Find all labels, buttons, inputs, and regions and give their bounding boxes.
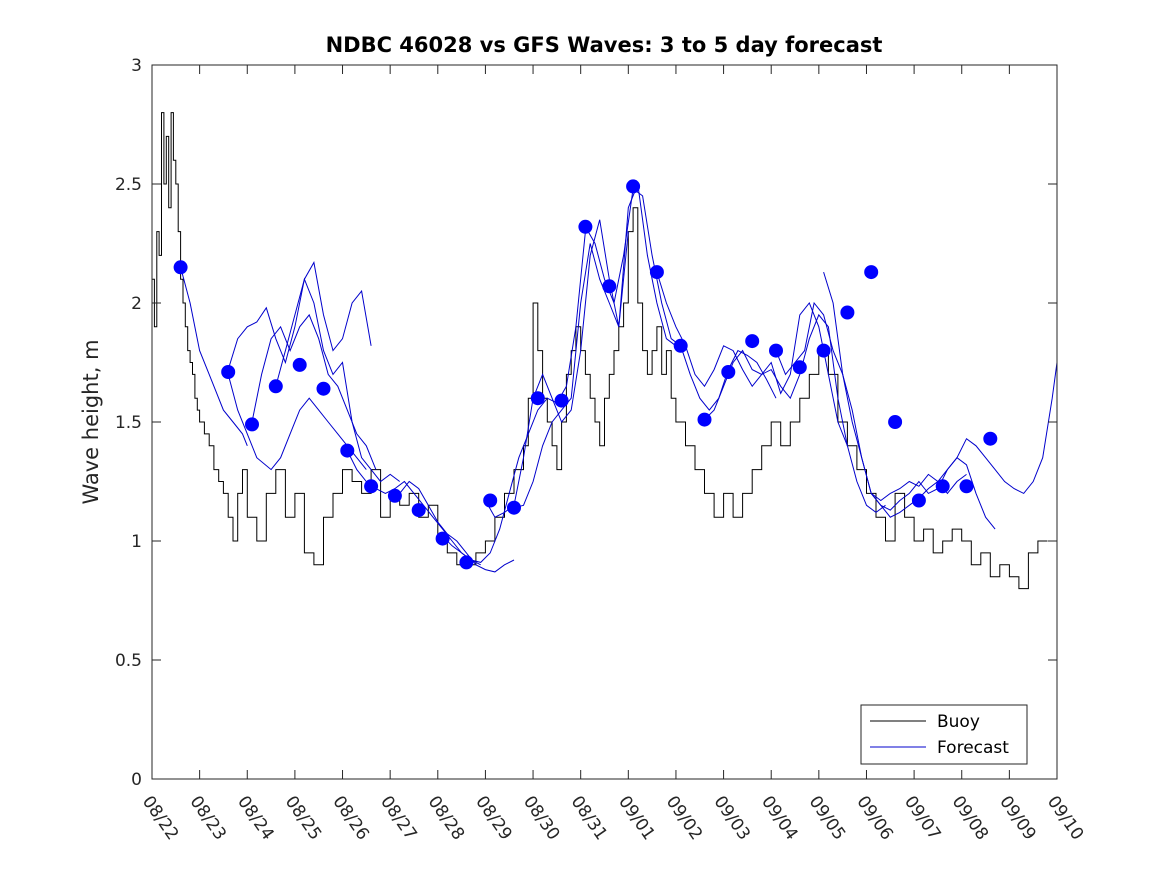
forecast-point-15: [530, 391, 545, 406]
y-tick-label-6: 3: [131, 56, 142, 76]
forecast-series-line-1: [180, 267, 248, 446]
forecast-point-13: [483, 493, 498, 508]
forecast-series-line-4: [275, 277, 400, 483]
forecast-series-line-5: [227, 261, 372, 370]
forecast-point-21: [673, 338, 688, 353]
y-tick-label-4: 2: [131, 294, 142, 314]
forecast-point-18: [602, 279, 617, 294]
forecast-point-12: [459, 555, 474, 570]
forecast-series-line-7: [399, 480, 515, 573]
forecast-point-31: [911, 493, 926, 508]
forecast-point-2: [221, 365, 236, 379]
plot-area: [152, 112, 1058, 590]
forecast-point-3: [245, 417, 259, 432]
forecast-point-34: [983, 431, 998, 446]
forecast-point-32: [935, 479, 950, 494]
forecast-point-6: [316, 381, 331, 396]
legend-buoy-label: Buoy: [937, 712, 980, 732]
chart-title: NDBC 46028 vs GFS Waves: 3 to 5 day fore…: [326, 33, 883, 57]
forecast-series-line-3: [251, 313, 377, 470]
forecast-point-22: [697, 412, 712, 427]
forecast-point-25: [769, 343, 783, 358]
forecast-point-26: [792, 360, 807, 375]
y-tick-label-3: 1.5: [115, 413, 142, 433]
y-tick-label-1: 0.5: [115, 651, 142, 671]
forecast-point-23: [721, 365, 736, 379]
legend-box: [860, 704, 1028, 765]
forecast-point-10: [411, 503, 426, 518]
forecast-point-16: [554, 393, 569, 408]
forecast-series-line-15: [823, 271, 996, 530]
forecast-point-5: [292, 357, 307, 372]
forecast-point-11: [435, 531, 450, 546]
forecast-point-28: [840, 305, 855, 320]
forecast-point-17: [578, 219, 593, 234]
forecast-point-33: [959, 479, 974, 494]
forecast-point-19: [626, 179, 641, 194]
forecast-series-line-16: [870, 362, 1058, 502]
forecast-point-1: [173, 260, 188, 275]
forecast-point-24: [745, 334, 760, 349]
forecast-point-14: [507, 500, 521, 515]
y-tick-label-2: 1: [131, 532, 142, 552]
forecast-point-9: [387, 488, 402, 503]
y-axis-label: Wave height, m: [79, 339, 103, 504]
y-tick-label-0: 0: [131, 770, 142, 790]
forecast-point-4: [268, 379, 283, 394]
forecast-point-30: [888, 415, 903, 429]
forecast-point-27: [816, 343, 831, 358]
forecast-series-line-13: [704, 313, 886, 514]
forecast-series-line-2: [227, 374, 367, 471]
legend-forecast-label: Forecast: [937, 738, 1009, 758]
forecast-point-8: [364, 479, 379, 494]
forecast-series-line-12: [656, 271, 848, 446]
forecast-point-7: [340, 443, 355, 458]
y-tick-label-5: 2.5: [115, 175, 142, 195]
forecast-point-29: [864, 265, 879, 280]
forecast-series-line-10: [513, 182, 677, 509]
forecast-point-20: [649, 265, 664, 280]
y-axis: 0 0.5 1 1.5 2 2.5 3: [115, 56, 1057, 790]
legend: Buoy Forecast: [860, 704, 1028, 765]
